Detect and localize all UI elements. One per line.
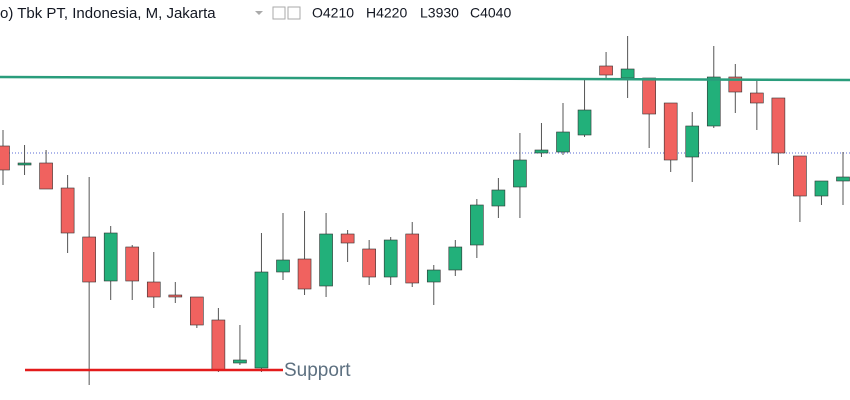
candle-body bbox=[254, 271, 269, 369]
candle-body bbox=[491, 189, 506, 207]
ohlc-value: C4040 bbox=[470, 5, 511, 21]
ohlc-value: L3930 bbox=[420, 5, 459, 21]
candle-body bbox=[577, 109, 592, 136]
symbol-title: o) Tbk PT, Indonesia, M, Jakarta bbox=[0, 5, 216, 22]
candle-body bbox=[60, 187, 75, 234]
candle-body bbox=[405, 233, 420, 284]
candle-body bbox=[448, 246, 463, 271]
ohlc-value: O4210 bbox=[312, 5, 354, 21]
candle-body bbox=[513, 159, 527, 188]
candle-body bbox=[470, 204, 484, 246]
candle-body bbox=[534, 149, 549, 154]
candle-body bbox=[426, 269, 441, 283]
candle-body bbox=[814, 180, 829, 197]
candle-body bbox=[276, 259, 290, 273]
candle-body bbox=[793, 155, 807, 197]
candle-body bbox=[340, 233, 355, 244]
candle-body bbox=[836, 176, 850, 182]
candle-body bbox=[556, 131, 570, 153]
candle-body bbox=[233, 359, 247, 364]
candle-body bbox=[103, 232, 118, 282]
support-label: Support bbox=[284, 360, 351, 381]
candle-body bbox=[146, 281, 161, 298]
candle-body bbox=[17, 162, 32, 166]
candle-body bbox=[771, 97, 786, 154]
candle-body bbox=[82, 236, 96, 283]
icon[interactable] bbox=[272, 6, 286, 20]
candle-body bbox=[319, 233, 333, 287]
candle-body bbox=[39, 162, 53, 190]
candle-body bbox=[599, 65, 613, 76]
candle-body bbox=[297, 258, 312, 290]
candle-body bbox=[383, 239, 398, 278]
candle-body bbox=[168, 294, 183, 298]
resistance-line bbox=[0, 75, 850, 82]
candle-body bbox=[125, 246, 140, 282]
candle-body bbox=[0, 145, 10, 171]
dropdown-icon[interactable] bbox=[255, 11, 263, 15]
candle-body bbox=[620, 68, 635, 79]
candle-body bbox=[362, 248, 376, 278]
candle-body bbox=[190, 296, 204, 326]
candle-body bbox=[642, 77, 656, 115]
candle-body bbox=[750, 92, 764, 104]
candle-body bbox=[706, 76, 721, 127]
ohlc-value: H4220 bbox=[366, 5, 407, 21]
candle-body bbox=[663, 102, 678, 161]
candle-body bbox=[685, 125, 700, 158]
icon[interactable] bbox=[287, 6, 301, 20]
candle-body bbox=[211, 319, 226, 371]
